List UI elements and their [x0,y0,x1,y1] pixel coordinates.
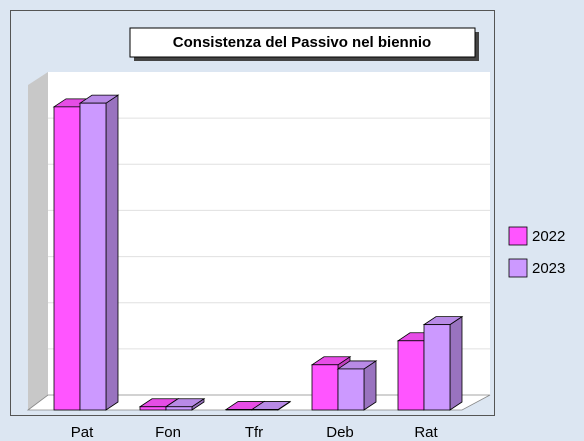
bar-front [423,324,451,411]
bar [422,315,464,411]
legend-label: 2022 [532,228,565,245]
bar-side [105,94,119,411]
legend: 2022 2023 [508,226,565,278]
legend-swatch [508,226,528,246]
chart-title: Consistenza del Passivo nel biennio [173,34,431,51]
bar [250,400,292,411]
bar [164,398,206,411]
bar-front [79,102,107,411]
bar [336,360,378,411]
legend-swatch [508,258,528,278]
x-tick-label: Tfr [245,424,263,441]
x-tick-label: Fon [155,424,181,441]
bar-front [139,406,167,411]
left-wall [28,72,48,410]
x-tick-label: Deb [326,424,354,441]
legend-label: 2023 [532,260,565,277]
title-box [129,27,476,58]
plot-frame [10,10,495,416]
bar-front [53,106,81,411]
bar-front [397,340,425,411]
bar [78,94,120,411]
bar-side [363,360,377,411]
bars [52,94,464,411]
bar-front [311,364,339,411]
bar-front [337,368,365,411]
x-tick-label: Rat [414,424,438,441]
x-tick-label: Pat [71,424,94,441]
bar-side [449,315,463,411]
bar-front [165,406,193,411]
